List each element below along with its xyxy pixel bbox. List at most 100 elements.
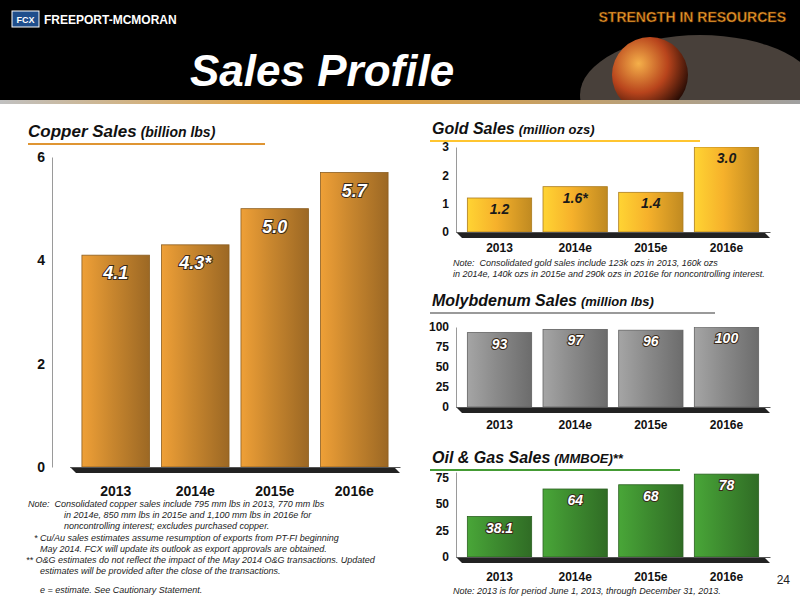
chart-note: Note: Consolidated gold sales include 12… (453, 258, 765, 279)
title-sub: (million lbs) (581, 294, 654, 309)
y-tick-label: 75 (436, 340, 450, 354)
y-tick-label: 2 (442, 169, 449, 183)
bars (467, 327, 758, 407)
footnote-line: estimates will be provided after the clo… (40, 566, 281, 576)
note-line: in 2014e, 850 mm lbs in 2015e and 1,100 … (64, 510, 312, 520)
floor (456, 407, 770, 413)
title-underline (430, 140, 700, 142)
y-tick: 6 (37, 149, 52, 165)
y-axis: 0255075 (436, 471, 457, 565)
x-tick-label: 2013 (486, 570, 513, 584)
bar (543, 187, 607, 232)
bar (543, 489, 607, 557)
y-tick-label: 0 (442, 550, 449, 564)
data-label: 78 (719, 477, 735, 493)
footnote-line: * Cu/Au sales estimates assume resumptio… (34, 533, 339, 543)
bars (467, 147, 758, 232)
footnote-line: e = estimate. See Cautionary Statement. (40, 585, 202, 595)
y-tick: 0 (442, 400, 456, 414)
bar (467, 198, 531, 232)
title-main: Gold Sales (432, 120, 515, 137)
page-title: Sales Profile (190, 46, 454, 95)
y-tick: 3 (442, 140, 456, 154)
x-tick: 2015e (634, 407, 668, 432)
y-tick-label: 1 (442, 197, 449, 211)
bar (467, 517, 531, 557)
chart-bar: Oil & Gas Sales(MMBOE)**025507520132014e… (430, 449, 771, 596)
x-tick: 2013 (486, 407, 513, 432)
y-tick: 0 (442, 225, 456, 239)
title-underline (430, 312, 715, 314)
x-axis-line (457, 407, 771, 408)
y-tick: 25 (436, 380, 456, 394)
y-axis-line (52, 158, 53, 468)
floor (70, 467, 400, 473)
x-tick-label: 2016e (710, 570, 744, 584)
slide: FCXFREEPORT-MCMORANSTRENGTH IN RESOURCES… (0, 0, 800, 600)
company-name: FREEPORT-MCMORAN (44, 13, 177, 27)
logo-box (12, 11, 39, 27)
y-axis: 0 2 4 6 (37, 149, 52, 475)
x-axis-line (71, 467, 401, 468)
y-tick: 1 (442, 197, 456, 211)
note-line: Note: 2013 is for period June 1, 2013, t… (453, 586, 721, 596)
y-tick-label: 0 (442, 400, 449, 414)
data-label: 4.1 (102, 263, 128, 283)
title-sub: (million ozs) (519, 122, 595, 137)
bar (619, 192, 683, 232)
data-label: 1.4 (641, 195, 661, 211)
x-tick-label: 2016e (710, 418, 744, 432)
y-tick: 2 (442, 169, 456, 183)
x-axis: 2013 2014e 2015e 2016e (457, 232, 771, 255)
title-underline (430, 469, 680, 471)
y-tick: 0 (37, 459, 52, 475)
x-tick-label: 2014e (558, 418, 592, 432)
data-label: 5.0 (262, 217, 287, 237)
x-tick-label: 2013 (486, 418, 513, 432)
x-tick-label: 2015e (634, 570, 668, 584)
page-number: 24 (777, 573, 791, 587)
chart-title: Gold Sales (million ozs) (432, 120, 595, 137)
x-tick: 2013 (486, 557, 513, 584)
x-tick: 2014e (558, 232, 592, 255)
bar (619, 330, 683, 407)
data-label: 3.0 (717, 150, 737, 166)
x-tick: 2016e (335, 467, 374, 499)
chart-title: Copper Sales(billion lbs) (28, 122, 216, 141)
y-tick: 2 (37, 356, 52, 372)
bars (82, 173, 388, 468)
x-tick-label: 2016e (710, 241, 744, 255)
data-label: 96 (643, 333, 659, 349)
header-decoration (580, 35, 800, 100)
title-main: Oil & Gas Sales (432, 449, 550, 466)
chart-title: Oil & Gas Sales (MMBOE)** (432, 449, 624, 466)
title-sub: (MMBOE)** (554, 451, 624, 466)
x-tick-label: 2015e (634, 241, 668, 255)
y-tick-label: 25 (436, 524, 450, 538)
footnotes: * Cu/Au sales estimates assume resumptio… (26, 533, 376, 595)
x-tick-label: 2016e (335, 483, 374, 499)
x-tick: 2014e (558, 407, 592, 432)
bars (467, 474, 758, 557)
y-tick-label: 6 (37, 149, 45, 165)
x-axis: 20132014e2015e2016e (71, 467, 401, 499)
y-tick-label: 0 (37, 459, 45, 475)
title-sub: (billion lbs) (141, 124, 216, 140)
y-axis-line (456, 328, 457, 408)
y-axis: 0255075100 (429, 320, 457, 414)
y-tick: 25 (436, 524, 456, 538)
data-label: 100 (715, 330, 739, 346)
data-labels: 1.21.6*1.43.0 (490, 150, 737, 217)
y-axis-line (456, 473, 457, 558)
y-tick-label: 50 (436, 497, 450, 511)
data-labels: 38.1646878 (486, 477, 735, 535)
bar (543, 329, 607, 407)
chart-bar: Gold Sales (million ozs) 0 1 2 3 2013 2014e 2015… (430, 120, 771, 279)
note-line: Note: Consolidated copper sales include … (28, 499, 325, 509)
x-tick-label: 2013 (486, 241, 513, 255)
data-label: 1.6* (563, 190, 588, 206)
y-tick: 75 (436, 340, 456, 354)
y-tick-label: 25 (436, 380, 450, 394)
y-tick: 4 (37, 252, 52, 268)
floor (456, 232, 770, 238)
